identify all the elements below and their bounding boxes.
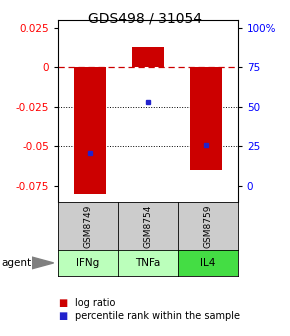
Text: GSM8759: GSM8759 [203, 204, 212, 248]
Bar [74, 68, 106, 194]
Bar [132, 47, 164, 68]
Bar [190, 68, 222, 170]
Text: IFNg: IFNg [76, 258, 99, 268]
Text: IL4: IL4 [200, 258, 215, 268]
Text: log ratio: log ratio [75, 298, 116, 308]
Text: ■: ■ [58, 311, 67, 321]
Text: percentile rank within the sample: percentile rank within the sample [75, 311, 240, 321]
Text: TNFa: TNFa [135, 258, 161, 268]
Text: agent: agent [1, 258, 32, 268]
Polygon shape [32, 257, 54, 269]
Text: GSM8754: GSM8754 [143, 204, 153, 248]
Text: GSM8749: GSM8749 [84, 204, 93, 248]
Text: ■: ■ [58, 298, 67, 308]
Text: GDS498 / 31054: GDS498 / 31054 [88, 12, 202, 26]
